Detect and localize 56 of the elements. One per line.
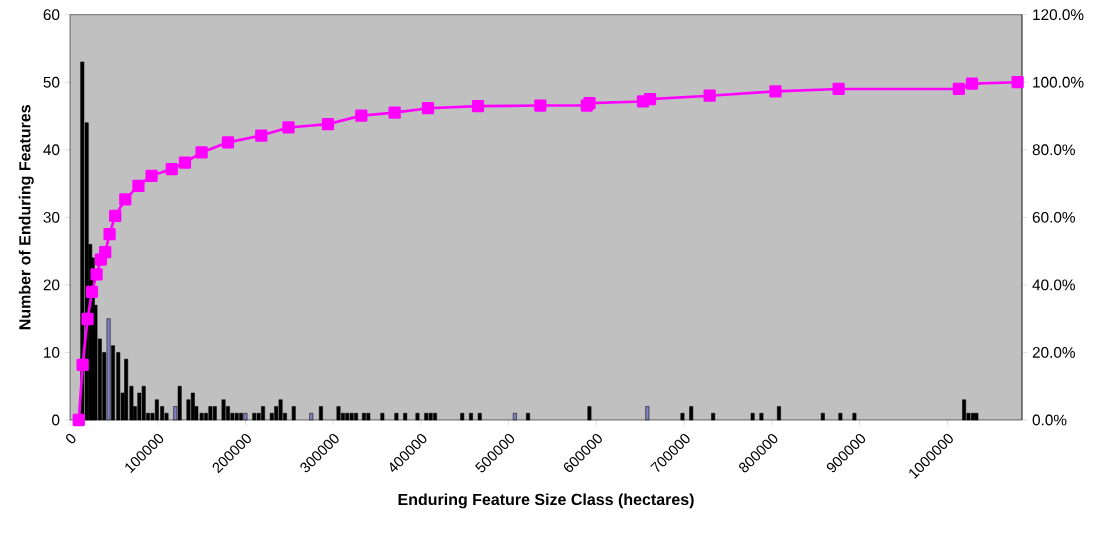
point (255, 129, 268, 142)
y-tick-label: 30 (43, 211, 60, 223)
point (832, 82, 845, 96)
point (952, 82, 965, 96)
y2-tick-label: 20.0% (1032, 347, 1075, 358)
point (72, 413, 85, 427)
y-tick-label: 60 (43, 9, 60, 21)
y2-tick-label: 40.0% (1032, 279, 1075, 291)
y-tick-label: 40 (43, 144, 60, 156)
point (103, 228, 116, 241)
point (421, 102, 435, 115)
bar (428, 412, 433, 421)
point (703, 89, 716, 102)
bar (106, 318, 111, 421)
point (109, 209, 122, 223)
point (178, 156, 192, 169)
y2-tick-label: 0.0% (1032, 414, 1067, 426)
point (355, 109, 368, 122)
point (643, 92, 657, 106)
point (769, 85, 782, 98)
x-axis-title: Enduring Feature Size Class (hectares) (398, 493, 694, 509)
point (321, 117, 335, 131)
point (119, 193, 132, 206)
point (282, 121, 295, 134)
bar (208, 406, 213, 421)
point (471, 100, 485, 113)
bar (234, 412, 239, 421)
y-axis-title: Number of Enduring Features (18, 105, 34, 330)
x-tick-label: 0 (66, 433, 76, 444)
point (388, 106, 401, 119)
point (90, 268, 103, 281)
bar (141, 385, 146, 421)
y-tick-label: 0 (52, 414, 60, 426)
bar (349, 412, 354, 421)
point (1011, 76, 1024, 89)
point (145, 169, 158, 182)
point (195, 146, 208, 159)
point (165, 162, 178, 176)
y-tick-label: 20 (43, 279, 60, 291)
y-tick-label: 50 (43, 76, 60, 88)
bar (345, 412, 350, 421)
point (534, 99, 547, 112)
point (85, 285, 99, 299)
y2-tick-label: 120.0% (1033, 9, 1084, 21)
y2-tick-label: 100.0% (1033, 76, 1084, 88)
point (221, 136, 235, 149)
y-tick-label: 10 (44, 347, 60, 358)
point (132, 179, 145, 193)
bar (278, 399, 283, 421)
point (81, 312, 94, 326)
point (99, 245, 112, 259)
point (965, 77, 979, 90)
bar (190, 392, 195, 421)
y2-tick-label: 80.0% (1032, 144, 1075, 156)
y2-tick-label: 60.0% (1032, 211, 1075, 223)
point (76, 358, 89, 372)
